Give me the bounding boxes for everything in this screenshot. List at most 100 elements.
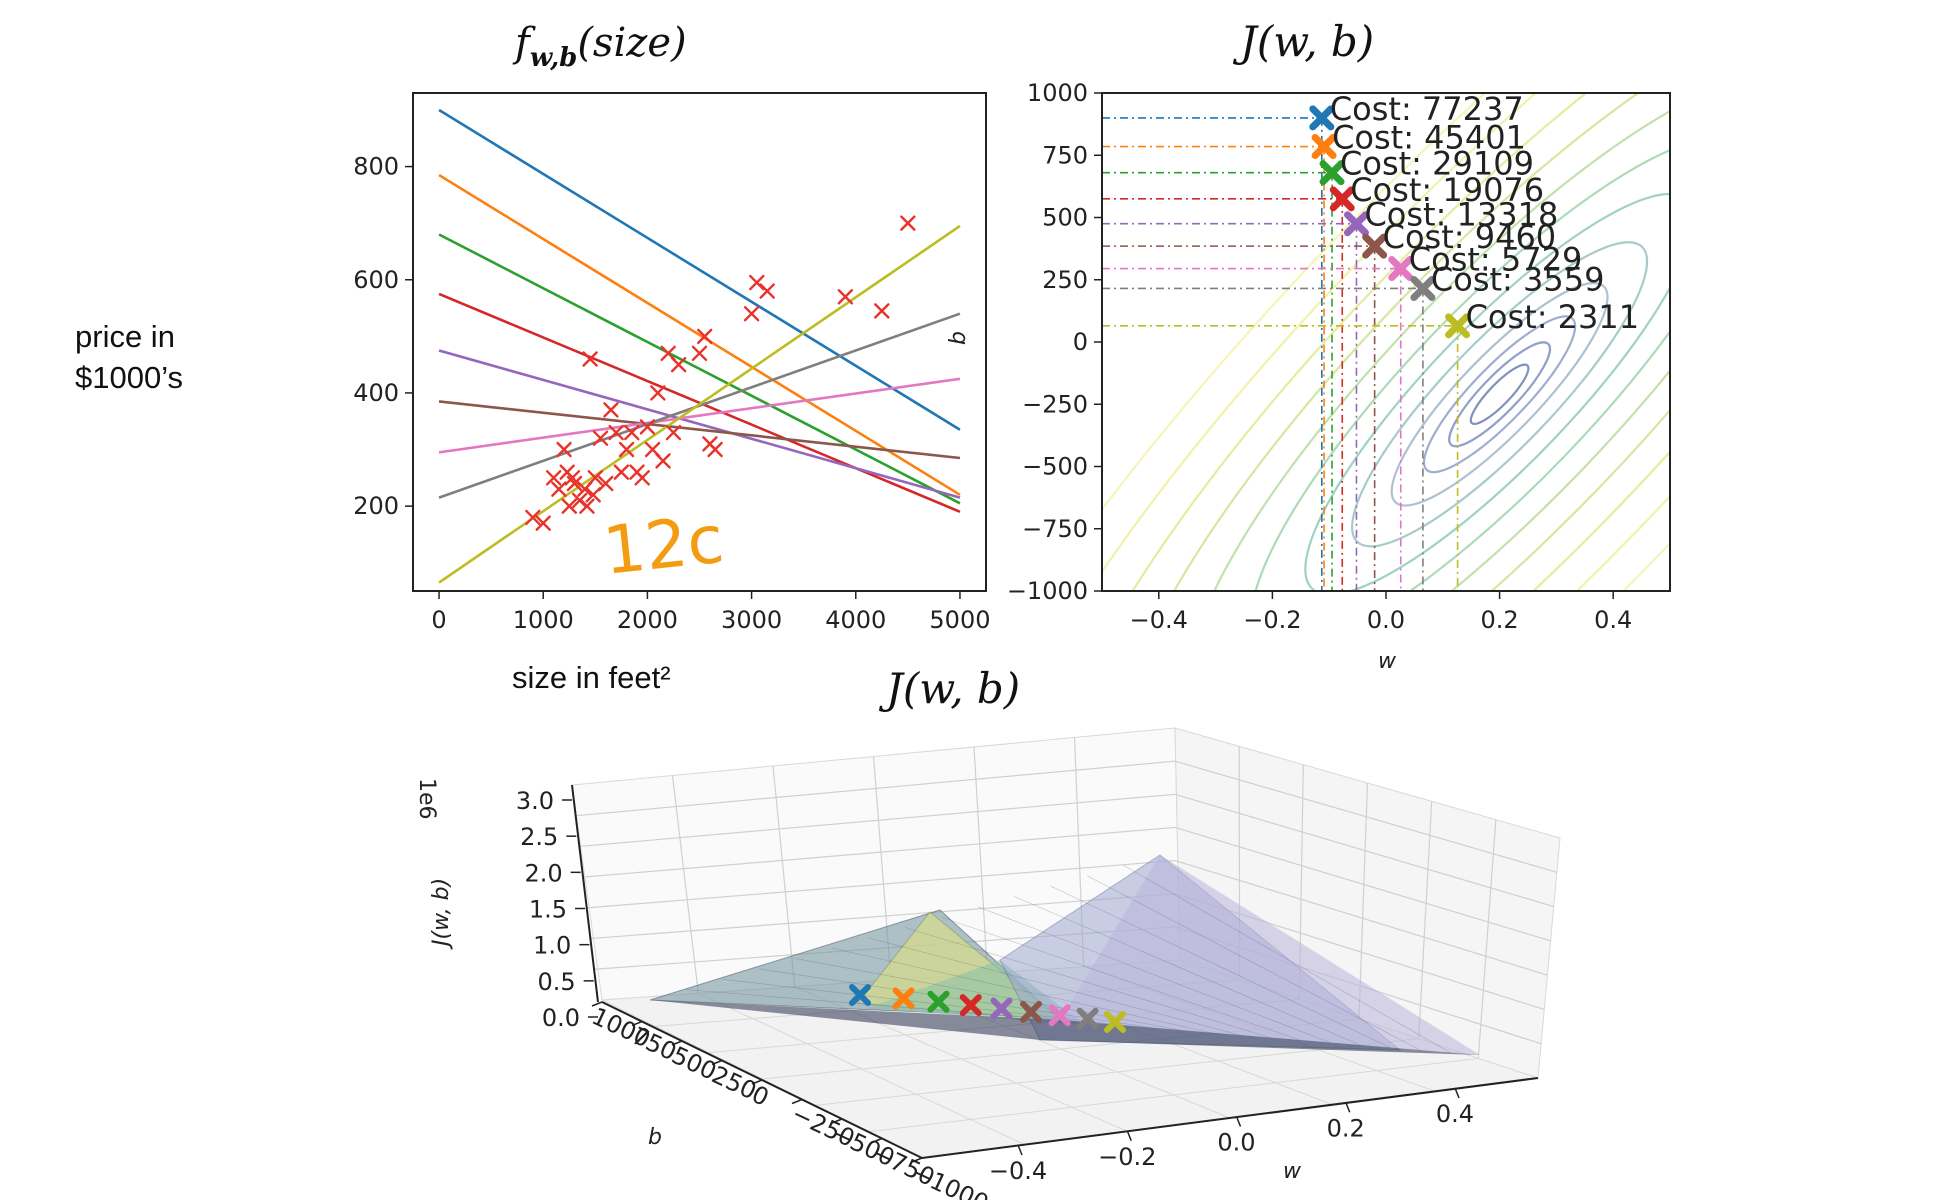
b-tick-mark	[751, 1079, 763, 1085]
data-point	[587, 470, 604, 486]
b-tick-mark	[911, 1157, 923, 1163]
marker-stroke	[1020, 1000, 1043, 1023]
w-tick-label: 0.4	[1436, 1100, 1474, 1128]
surface-step-marker	[927, 990, 950, 1013]
marker-stroke	[1104, 1011, 1126, 1033]
surface-mesh-line	[1087, 875, 1421, 1051]
surface-mesh-line	[941, 916, 1301, 1041]
marker-stroke	[927, 990, 950, 1013]
back-grid-line	[772, 765, 796, 987]
contour-y-label: b	[946, 331, 971, 345]
surface-z-label: J(w, b)	[429, 878, 454, 950]
data-point	[525, 509, 541, 526]
y-tick-label: 0	[1073, 328, 1088, 356]
z-tick-label: 0.0	[542, 1004, 580, 1032]
surface-b-label: b	[648, 1125, 662, 1150]
marker-stroke	[634, 470, 650, 486]
w-tick-mark	[1345, 1101, 1351, 1113]
w-tick-mark	[1235, 1116, 1242, 1127]
b-tick-mark	[791, 1098, 803, 1105]
data-point	[697, 328, 713, 345]
marker-stroke	[564, 470, 581, 486]
x-tick-label: 2000	[617, 606, 678, 634]
marker-stroke	[1076, 1007, 1099, 1030]
marker-stroke	[1329, 186, 1355, 212]
marker-stroke	[959, 994, 982, 1017]
marker-stroke	[535, 515, 551, 531]
marker-stroke	[551, 481, 567, 497]
marker-stroke	[1319, 160, 1345, 186]
cost-label: Cost: 77237	[1330, 90, 1524, 128]
marker-stroke	[561, 498, 577, 514]
marker-stroke	[892, 987, 915, 1010]
x-tick-label: 5000	[929, 606, 990, 634]
marker-stroke	[582, 351, 598, 367]
z-tick-label: 0.5	[537, 968, 575, 996]
data-point	[691, 345, 708, 362]
data-point	[874, 303, 890, 319]
gradient-step-marker	[1309, 105, 1335, 131]
gradient-step-marker	[1388, 256, 1414, 282]
b-tick-mark	[871, 1137, 883, 1144]
marker-stroke	[613, 464, 630, 480]
z-tick-label: 1.0	[533, 932, 571, 960]
back-grid-line	[586, 859, 1176, 909]
data-point	[624, 424, 640, 441]
contour-level	[1102, 93, 1670, 591]
marker-stroke	[1362, 233, 1388, 259]
surface-title: J(w, b)	[878, 664, 1020, 713]
side-grid-line	[1174, 859, 1548, 976]
marker-stroke	[525, 509, 541, 526]
surface-mesh-line	[1123, 865, 1451, 1053]
marker-stroke	[749, 274, 765, 291]
marker-stroke	[644, 441, 661, 458]
contour-level	[1102, 93, 1670, 591]
b-tick-mark	[831, 1118, 843, 1124]
data-point	[608, 424, 624, 441]
data-point	[655, 453, 671, 469]
cost-label: Cost: 5729	[1409, 241, 1583, 279]
model-plot-frame	[412, 92, 987, 592]
gradient-step-marker	[1362, 233, 1388, 259]
marker-stroke	[624, 424, 640, 441]
surface-step-marker	[1020, 1000, 1043, 1023]
data-point	[613, 464, 630, 480]
surface-step-marker	[1048, 1004, 1071, 1027]
marker-stroke	[545, 470, 562, 486]
b-tick-mark	[671, 1040, 683, 1046]
w-tick-mark	[1017, 1144, 1023, 1156]
marker-stroke	[759, 283, 775, 299]
w-tick-mark	[1454, 1087, 1460, 1099]
surface-step-marker	[892, 987, 915, 1010]
data-point	[634, 470, 650, 486]
data-point	[551, 481, 567, 497]
data-point	[535, 515, 551, 531]
contour-level	[1422, 315, 1577, 474]
side-grid-line	[1358, 782, 1369, 1020]
data-point	[598, 475, 614, 492]
marker-stroke	[707, 441, 723, 458]
side-grid-line	[1174, 793, 1554, 908]
surface-step-marker	[990, 997, 1013, 1020]
model-fit-chart: fw,b(size) price in $1000’s size in feet…	[75, 20, 990, 695]
w-tick-label: 0.0	[1217, 1129, 1255, 1157]
x-tick-label: −0.2	[1243, 606, 1301, 634]
z-tick-label: 2.5	[520, 823, 558, 851]
gradient-step-marker	[1410, 275, 1436, 301]
gradient-step-marker	[1343, 211, 1369, 237]
b-tick-mark	[591, 1001, 603, 1007]
data-point	[585, 487, 601, 503]
cost-label: Cost: 9460	[1383, 218, 1557, 256]
b-tick-label: −1000	[907, 1158, 992, 1200]
marker-stroke	[670, 356, 687, 373]
marker-stroke	[566, 475, 583, 492]
marker-stroke	[665, 424, 682, 441]
x-tick-label: 0	[431, 606, 446, 634]
marker-stroke	[608, 424, 624, 441]
data-point	[650, 385, 666, 401]
surface-mesh-line	[904, 927, 1271, 1038]
surface-step-marker	[849, 984, 871, 1006]
back-grid-line	[579, 793, 1176, 848]
data-point	[582, 351, 598, 367]
